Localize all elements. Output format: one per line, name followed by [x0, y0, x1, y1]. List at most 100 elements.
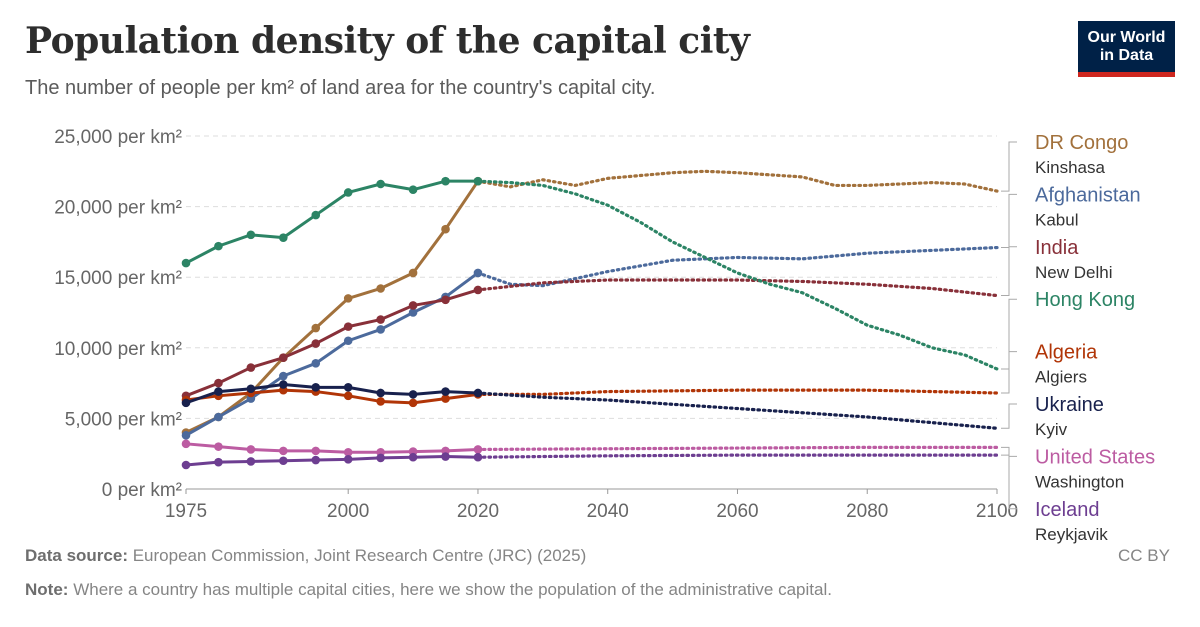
data-point [441, 295, 450, 305]
owid-logo[interactable]: Our World in Data [1078, 21, 1175, 77]
data-point [343, 447, 353, 457]
data-point [473, 388, 483, 398]
legend-city-reykjavik: Reykjavik [1035, 525, 1108, 544]
label-connector [1001, 446, 1017, 457]
data-point [343, 294, 353, 303]
label-connector [1001, 403, 1017, 429]
series-line [185, 179, 478, 265]
data-point [279, 353, 288, 362]
data-point [408, 452, 418, 462]
note-text: Where a country has multiple capital cit… [73, 580, 832, 599]
series-line [185, 288, 479, 398]
data-point [441, 176, 450, 186]
y-tick-label: 25,000 per km² [54, 127, 182, 148]
x-tick-label: 1975 [165, 501, 207, 522]
legend-label-dr-congo: DR Congo [1035, 132, 1128, 154]
series-projection-line [476, 453, 999, 459]
legend-label-india: India [1035, 237, 1079, 259]
data-point [376, 284, 385, 293]
data-point [246, 457, 256, 466]
label-connector [1001, 246, 1017, 297]
data-point [311, 446, 321, 456]
data-point [473, 176, 483, 186]
label-connector [1001, 298, 1017, 370]
legend-city-washington: Washington [1035, 472, 1124, 491]
label-connector [1001, 193, 1017, 249]
data-point [214, 457, 223, 467]
y-tick-label: 5,000 per km² [65, 409, 182, 430]
data-point [343, 336, 353, 346]
data-point [279, 380, 288, 389]
legend-city-algiers: Algiers [1035, 368, 1087, 387]
data-point [441, 452, 450, 461]
data-point [279, 233, 288, 242]
legend-city-new-delhi: New Delhi [1035, 263, 1112, 282]
legend-label-united-states: United States [1035, 446, 1155, 468]
data-point [279, 446, 288, 456]
data-point [181, 439, 191, 449]
data-point [311, 323, 321, 333]
data-point [473, 445, 483, 454]
data-point [376, 388, 385, 398]
label-connector [1001, 454, 1017, 510]
data-point [473, 285, 483, 295]
data-source-text: European Commission, Joint Research Cent… [132, 546, 587, 565]
series-projection-line [476, 445, 999, 452]
data-point [441, 387, 450, 396]
data-point [246, 363, 256, 372]
data-point [214, 442, 223, 451]
data-point [376, 325, 385, 334]
series-line [185, 455, 478, 467]
legend-city-kinshasa: Kinshasa [1035, 158, 1105, 177]
data-point [473, 268, 483, 278]
data-point [408, 185, 418, 194]
data-point [343, 391, 353, 401]
x-tick-label: 2040 [587, 501, 629, 522]
data-point [311, 359, 321, 368]
series-projection-line [476, 278, 999, 298]
x-tick-label: 2000 [327, 501, 369, 522]
data-point [473, 452, 483, 462]
series-projection-line [476, 179, 999, 371]
data-point [408, 268, 418, 278]
data-source: Data source: European Commission, Joint … [25, 546, 586, 566]
series-line [185, 388, 479, 405]
data-point [376, 315, 385, 324]
data-point [214, 378, 223, 388]
logo-accent-bar [1078, 72, 1175, 77]
data-point [343, 455, 353, 464]
data-point [343, 188, 353, 197]
series-projection-line [476, 391, 999, 430]
data-point [408, 398, 418, 408]
legend-city-kabul: Kabul [1035, 210, 1078, 229]
data-point [279, 456, 288, 466]
legend-city-kyiv: Kyiv [1035, 420, 1068, 439]
x-tick-label: 2100 [976, 501, 1018, 522]
data-point [214, 387, 223, 396]
note: Note: Where a country has multiple capit… [25, 580, 832, 600]
chart-subtitle: The number of people per km² of land are… [25, 77, 656, 99]
x-tick-label: 2080 [846, 501, 888, 522]
legend-label-ukraine: Ukraine [1035, 394, 1104, 416]
logo-line-2: in Data [1099, 47, 1154, 64]
series-line [185, 180, 480, 434]
x-tick-label: 2020 [457, 501, 499, 522]
data-point [214, 412, 223, 422]
series-line [185, 383, 479, 405]
y-tick-label: 0 per km² [102, 480, 182, 501]
data-point [181, 258, 191, 268]
data-point [376, 397, 385, 406]
data-point [343, 383, 353, 392]
legend-label-hong-kong: Hong Kong [1035, 289, 1135, 311]
data-point [311, 210, 321, 220]
license-link[interactable]: CC BY [1118, 546, 1170, 565]
data-point [311, 383, 321, 392]
y-tick-label: 15,000 per km² [54, 268, 182, 289]
data-point [343, 322, 353, 331]
data-point [441, 394, 450, 403]
data-point [311, 339, 321, 348]
data-point [408, 308, 418, 317]
data-point [181, 431, 191, 440]
data-source-label: Data source: [25, 546, 128, 565]
